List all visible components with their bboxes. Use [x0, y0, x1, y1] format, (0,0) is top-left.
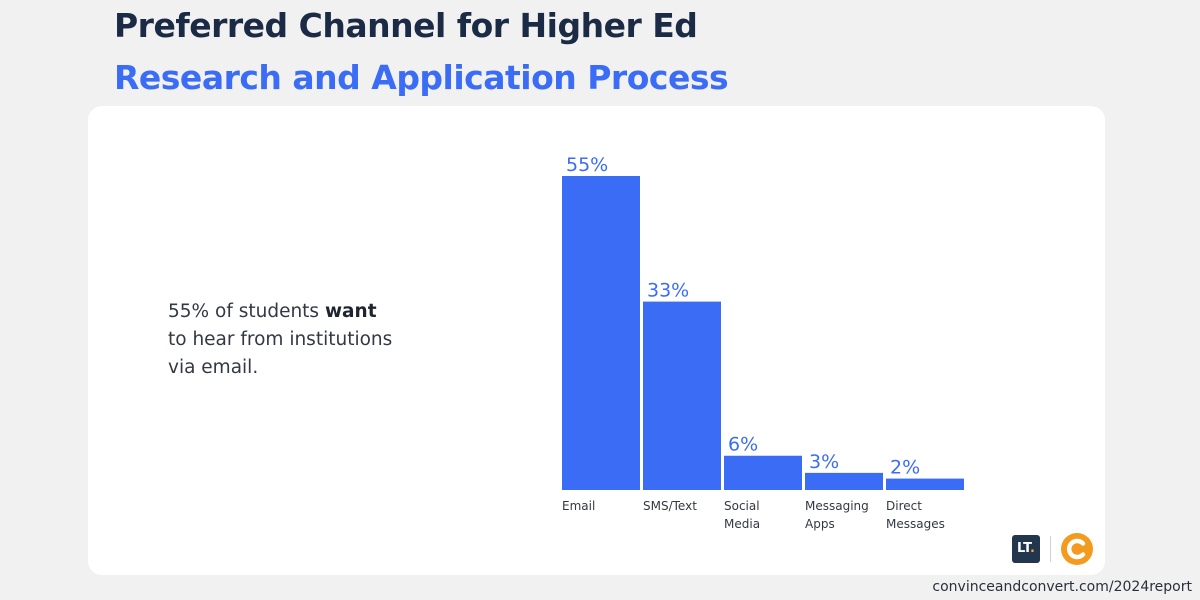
- convince-convert-logo-icon: [1061, 533, 1093, 565]
- page-subtitle: Research and Application Process: [114, 58, 729, 97]
- value-label-2: 6%: [728, 434, 758, 456]
- category-label-3: Messaging Apps: [805, 499, 869, 531]
- lt-logo-dot: .: [1030, 541, 1035, 556]
- callout-text: 55% of students want to hear from instit…: [168, 298, 392, 382]
- bar-0: [562, 176, 640, 490]
- bar-3: [805, 472, 883, 490]
- category-label-3-line-0: Messaging: [805, 499, 869, 513]
- category-label-2-line-0: Social: [724, 499, 760, 513]
- bar-2: [724, 455, 802, 490]
- callout-line-1-text: 55% of students: [168, 301, 325, 322]
- lt-logo-icon: LT.: [1012, 535, 1040, 563]
- category-label-2: Social Media: [724, 499, 760, 531]
- footer-url: convinceandconvert.com/2024report: [932, 579, 1192, 595]
- category-label-2-line-1: Media: [724, 517, 760, 531]
- callout-line-3: via email.: [168, 357, 259, 378]
- value-label-0: 55%: [566, 154, 608, 176]
- category-label-4: Direct Messages: [886, 499, 945, 531]
- lt-logo-text: LT: [1017, 541, 1031, 556]
- category-label-0: Email: [562, 499, 595, 513]
- category-label-4-line-1: Messages: [886, 517, 945, 531]
- category-label-0-line-0: Email: [562, 499, 595, 513]
- category-label-3-line-1: Apps: [805, 517, 835, 531]
- callout-line-1: 55% of students want: [168, 298, 392, 326]
- category-label-1-line-0: SMS/Text: [643, 499, 697, 513]
- page-title: Preferred Channel for Higher Ed: [114, 6, 698, 45]
- value-label-1: 33%: [647, 280, 689, 302]
- logo-divider: [1050, 536, 1051, 562]
- category-label-4-line-0: Direct: [886, 499, 922, 513]
- bar-4: [886, 478, 964, 490]
- bar-1: [643, 301, 721, 490]
- value-label-4: 2%: [890, 457, 920, 479]
- callout-emphasis: want: [324, 301, 377, 322]
- category-label-1: SMS/Text: [643, 499, 697, 513]
- callout-line-2: to hear from institutions: [168, 329, 393, 350]
- bar-chart: 55% Email 33% SMS/Text 6% Social Media 3% Messag…: [562, 154, 964, 531]
- value-label-3: 3%: [809, 451, 839, 473]
